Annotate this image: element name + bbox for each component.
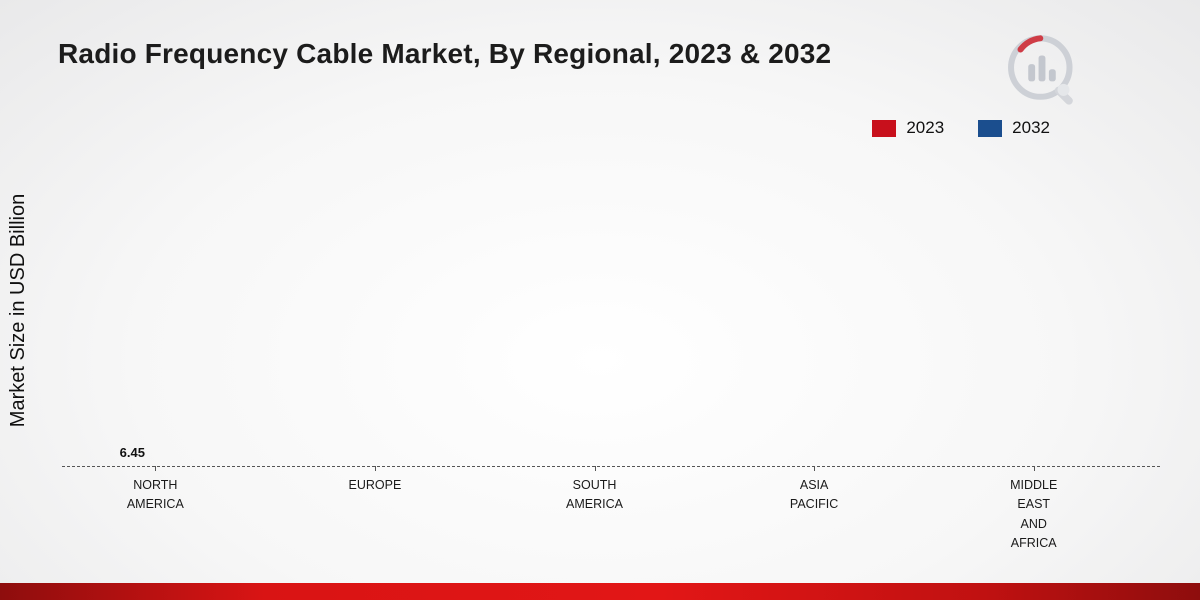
- plot-area: 6.45 NORTH AMERICA EUROPE SOUTH AMERICA ASIA…: [62, 150, 1160, 550]
- x-axis-tick: [814, 466, 816, 471]
- legend-label-2023: 2023: [906, 118, 945, 137]
- y-axis-label: Market Size in USD Billion: [7, 193, 30, 427]
- x-axis-tick: [594, 466, 596, 471]
- market-research-logo-icon: [1008, 35, 1073, 105]
- bar-value-label: 6.45: [119, 445, 145, 460]
- category-label-1: EUROPE: [348, 478, 402, 492]
- legend: 2023 2032: [872, 118, 1050, 138]
- category-label-0: NORTH AMERICA: [126, 478, 184, 512]
- category-label-4: MIDDLE EAST AND AFRICA: [1010, 478, 1058, 551]
- x-axis-tick: [1033, 466, 1035, 471]
- chart-title: Radio Frequency Cable Market, By Regiona…: [58, 38, 832, 69]
- legend-swatch-2032-icon: [978, 119, 1003, 137]
- footer-accent-bar: [0, 583, 1200, 600]
- x-axis-tick: [374, 466, 376, 471]
- legend-item-2032[interactable]: 2032: [978, 118, 1050, 138]
- legend-swatch-2023-icon: [872, 119, 897, 137]
- x-axis-tick: [155, 466, 157, 471]
- legend-label-2032: 2032: [1012, 118, 1050, 137]
- legend-item-2023[interactable]: 2023: [872, 118, 944, 138]
- category-label-2: SOUTH AMERICA: [566, 478, 623, 512]
- category-label-3: ASIA PACIFIC: [789, 478, 839, 512]
